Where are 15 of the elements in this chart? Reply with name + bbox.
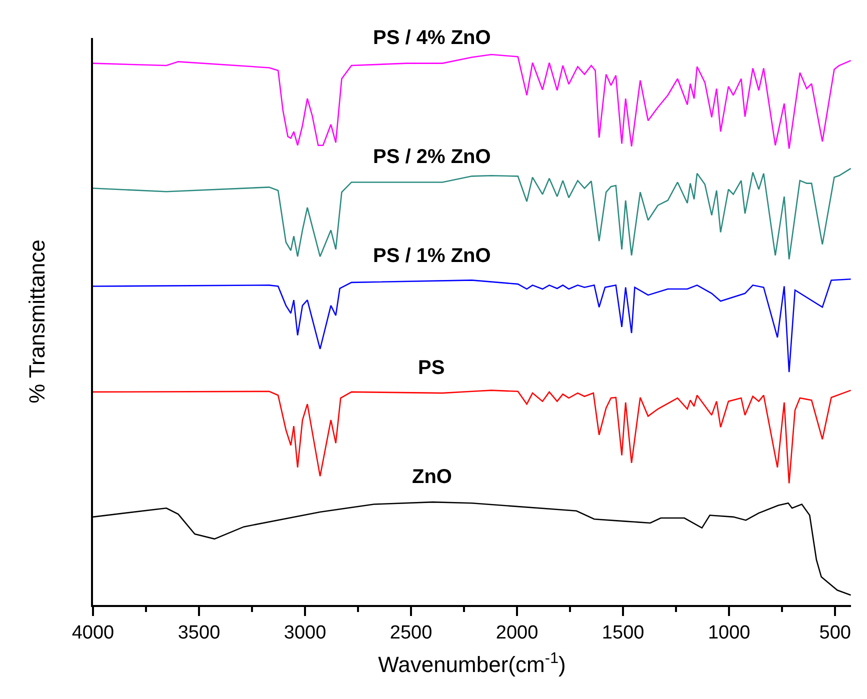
x-tick-label: 3500 <box>178 622 220 644</box>
x-tick-label: 1500 <box>602 622 644 644</box>
series-label: PS <box>418 357 445 379</box>
series-label: PS / 1% ZnO <box>373 245 491 267</box>
x-tick-label: 3000 <box>284 622 326 644</box>
x-tick-label: 1000 <box>708 622 750 644</box>
series-label: PS / 4% ZnO <box>373 27 491 49</box>
series-label: ZnO <box>412 466 452 488</box>
y-axis-title: % Transmittance <box>24 240 50 404</box>
x-axis-title: Wavenumber(cm$^{-1}$) <box>378 650 566 678</box>
series-label: PS / 2% ZnO <box>373 146 491 168</box>
x-tick-label: 2500 <box>390 622 432 644</box>
x-tick-label: 4000 <box>72 622 114 644</box>
x-tick-label: 2000 <box>496 622 538 644</box>
x-tick-label: 500 <box>819 622 851 644</box>
